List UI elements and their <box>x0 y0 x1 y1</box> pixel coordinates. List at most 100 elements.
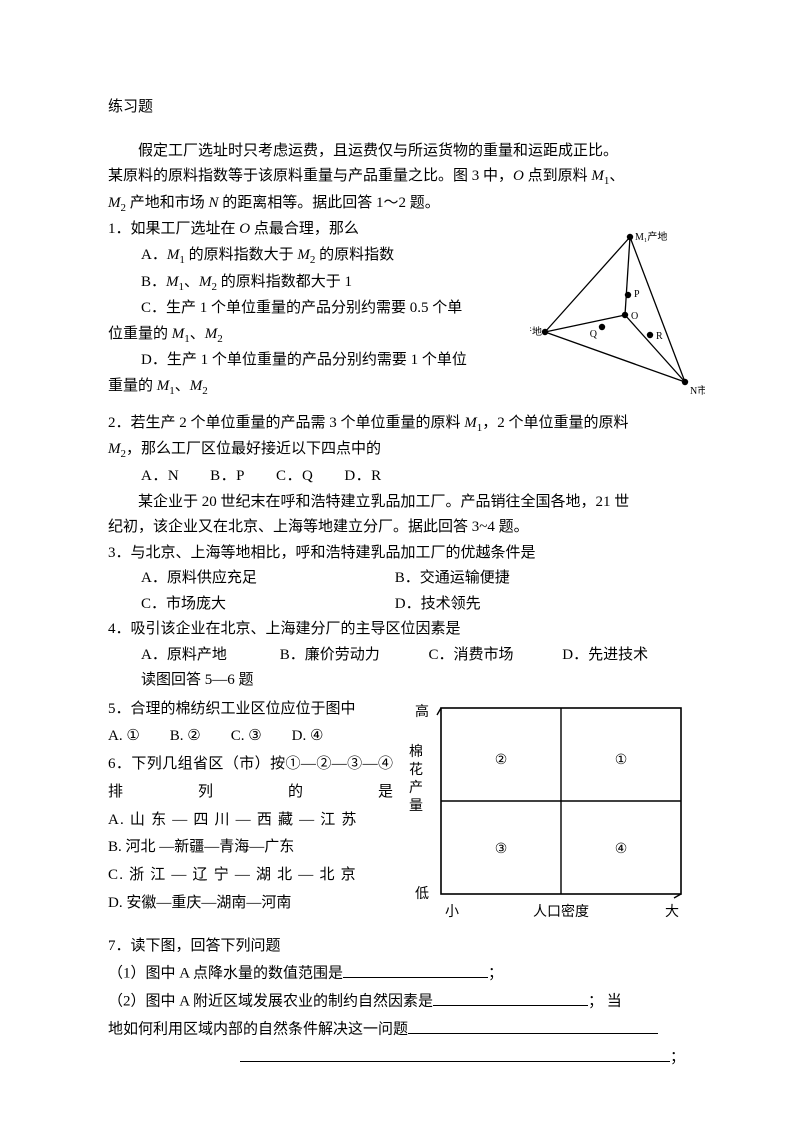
q7-blank1[interactable] <box>343 961 488 978</box>
q4-read: 读图回答 5—6 题 <box>108 668 685 694</box>
intro-M1: M <box>591 168 604 184</box>
svg-text:①: ① <box>615 752 628 767</box>
svg-text:花: 花 <box>409 762 423 778</box>
passage2-l1: 某企业于 20 世纪末在呼和浩特建立乳品加工厂。产品销往全国各地，21 世 <box>108 490 685 516</box>
svg-text:O: O <box>631 311 638 322</box>
intro-line2: 某原料的原料指数等于该原料重量与产品重量之比。图 3 中，O 点到原料 M1、 <box>108 164 685 191</box>
svg-text:M₂产地: M₂产地 <box>530 325 542 338</box>
q3-c: C．市场庞大 <box>141 592 391 618</box>
q3-row1: A．原料供应充足 B．交通运输便捷 <box>108 566 685 592</box>
q1-b-M2: M <box>199 274 212 290</box>
q2-line1: 2．若生产 2 个单位重量的产品需 3 个单位重量的原料 M1，2 个单位重量的… <box>108 411 685 438</box>
q1-optB: B．M1、M2 的原料指数都大于 1 <box>108 270 498 297</box>
svg-text:高: 高 <box>415 703 429 720</box>
q1-b1: B． <box>141 274 166 290</box>
svg-text:②: ② <box>495 752 508 767</box>
q4-b: B．廉价劳动力 <box>280 643 425 669</box>
svg-text:人口密度: 人口密度 <box>533 903 589 920</box>
q2-l1a: 2．若生产 2 个单位重量的产品需 3 个单位重量的原料 <box>108 415 464 431</box>
q7-blank3[interactable] <box>408 1017 658 1034</box>
q7-blank2[interactable] <box>433 989 588 1006</box>
q2-opts: A．N B．P C．Q D．R <box>108 464 685 490</box>
q7-p1: （1）图中 A 点降水量的数值范围是 ； <box>108 961 685 987</box>
intro-l2e: 、 <box>609 168 624 184</box>
q3-d: D．技术领先 <box>395 596 481 612</box>
q1-stem-c: 点最合理，那么 <box>250 221 359 237</box>
q3-b: B．交通运输便捷 <box>395 570 510 586</box>
q7-p3: 地如何利用区域内部的自然条件解决这一问题 <box>108 1017 685 1043</box>
q56-text: 5．合理的棉纺织工业区位应位于图中 A. ① B. ② C. ③ D. ④ 6．… <box>108 696 393 918</box>
q56-block: 5．合理的棉纺织工业区位应位于图中 A. ① B. ② C. ③ D. ④ 6．… <box>108 696 685 918</box>
q1-a2: 的原料指数大于 <box>185 247 298 263</box>
q7-p2: （2）图中 A 附近区域发展农业的制约自然因素是； 当 <box>108 989 685 1015</box>
intro-l3b: 产地和市场 <box>126 195 209 211</box>
intro-M2: M <box>108 195 121 211</box>
q4-c: C．消费市场 <box>429 643 559 669</box>
q2-l1c: ，2 个单位重量的原料 <box>482 415 628 431</box>
q7-p2a: （2）图中 A 附近区域发展农业的制约自然因素是 <box>108 994 433 1010</box>
svg-text:小: 小 <box>445 904 459 920</box>
q3-row2: C．市场庞大 D．技术领先 <box>108 592 685 618</box>
q7-stem: 7．读下图，回答下列问题 <box>108 934 685 960</box>
q1-d-M1: M <box>157 378 170 394</box>
intro-l2a: 某原料的原料指数等于该原料重量与产品重量之比。图 3 中， <box>108 168 513 184</box>
q7-p4: ； <box>108 1045 685 1071</box>
intro-O: O <box>513 168 524 184</box>
q1-c-M1: M <box>172 326 185 342</box>
q1-c-M2s: 2 <box>217 333 223 345</box>
intro-N: N <box>209 195 219 211</box>
svg-text:M₁产地: M₁产地 <box>635 230 667 243</box>
q1-stem-a: 1．如果工厂选址在 <box>108 221 239 237</box>
svg-text:R: R <box>656 331 663 342</box>
q1-text: 1．如果工厂选址在 O 点最合理，那么 A．M1 的原料指数大于 M2 的原料指… <box>108 217 498 400</box>
q1-optA: A．M1 的原料指数大于 M2 的原料指数 <box>108 243 498 270</box>
page-title: 练习题 <box>108 95 685 121</box>
intro-l2c: 点到原料 <box>524 168 592 184</box>
svg-text:④: ④ <box>615 842 628 857</box>
q1-optD-l2: 重量的 M1、M2 <box>108 374 498 401</box>
q1-O: O <box>239 221 250 237</box>
intro-line3: M2 产地和市场 N 的距离相等。据此回答 1～2 题。 <box>108 191 685 218</box>
q1-d4: 、 <box>175 378 190 394</box>
q2-line2: M2，那么工厂区位最好接近以下四点中的 <box>108 437 685 464</box>
q1-c2: 位重量的 <box>108 326 172 342</box>
q7-p1b: ； <box>488 966 503 982</box>
q1-a1: A． <box>141 247 167 263</box>
q1-b2: 、 <box>184 274 199 290</box>
q1-d-M2s: 2 <box>202 385 208 397</box>
svg-text:P: P <box>634 289 640 300</box>
q1-c-M2: M <box>205 326 218 342</box>
intro-line1: 假定工厂选址时只考虑运费，且运费仅与所运货物的重量和运距成正比。 <box>108 139 685 165</box>
q2-l2b: ，那么工厂区位最好接近以下四点中的 <box>126 441 381 457</box>
q1-optC-l1: C．生产 1 个单位重量的产品分别约需要 0.5 个单 <box>108 296 498 322</box>
intro-l3d: 的距离相等。据此回答 1～2 题。 <box>219 195 440 211</box>
q6-a: A. 山 东 — 四 川 — 西 藏 — 江 苏 <box>108 807 393 835</box>
q1-b3: 的原料指数都大于 1 <box>217 274 352 290</box>
q4-d: D．先进技术 <box>562 647 648 663</box>
q4-a: A．原料产地 <box>141 643 276 669</box>
q1-d-M2: M <box>190 378 203 394</box>
q6-b: B. 河北 —新疆—青海—广东 <box>108 834 393 862</box>
q7-block: 7．读下图，回答下列问题 （1）图中 A 点降水量的数值范围是 ； （2）图中 A… <box>108 934 685 1072</box>
svg-text:大: 大 <box>665 904 679 920</box>
q6-d: D. 安徽—重庆—湖南—河南 <box>108 890 393 918</box>
q7-p1a: （1）图中 A 点降水量的数值范围是 <box>108 966 343 982</box>
q4-stem: 4．吸引该企业在北京、上海建分厂的主导区位因素是 <box>108 617 685 643</box>
q3-a: A．原料供应充足 <box>141 566 391 592</box>
q1-a-M2: M <box>297 247 310 263</box>
q1-a-M1: M <box>167 247 180 263</box>
svg-text:量: 量 <box>409 798 423 814</box>
svg-text:N市场: N市场 <box>690 384 705 397</box>
q7-p3a: 地如何利用区域内部的自然条件解决这一问题 <box>108 1022 408 1038</box>
svg-text:Q: Q <box>590 329 598 340</box>
q1-d2: 重量的 <box>108 378 157 394</box>
q1-stem: 1．如果工厂选址在 O 点最合理，那么 <box>108 217 498 243</box>
q6-c: C. 浙 江 — 辽 宁 — 湖 北 — 北 京 <box>108 862 393 890</box>
q1-optD-l1: D．生产 1 个单位重量的产品分别约需要 1 个单位 <box>108 348 498 374</box>
figure-quadrant: ①②③④高低棉花产量小人口密度大 <box>403 700 693 930</box>
q2-M1: M <box>464 415 477 431</box>
q7-p4b: ； <box>670 1050 685 1066</box>
q2-M2: M <box>108 441 121 457</box>
figure-triangle: M₁产地 M₂产地 N市场 PO Q R <box>530 227 705 402</box>
q7-blank4[interactable] <box>240 1045 670 1062</box>
